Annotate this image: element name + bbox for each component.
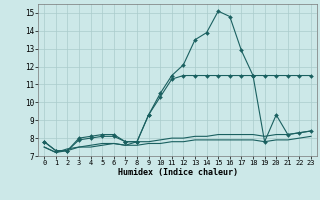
X-axis label: Humidex (Indice chaleur): Humidex (Indice chaleur) <box>118 168 238 177</box>
